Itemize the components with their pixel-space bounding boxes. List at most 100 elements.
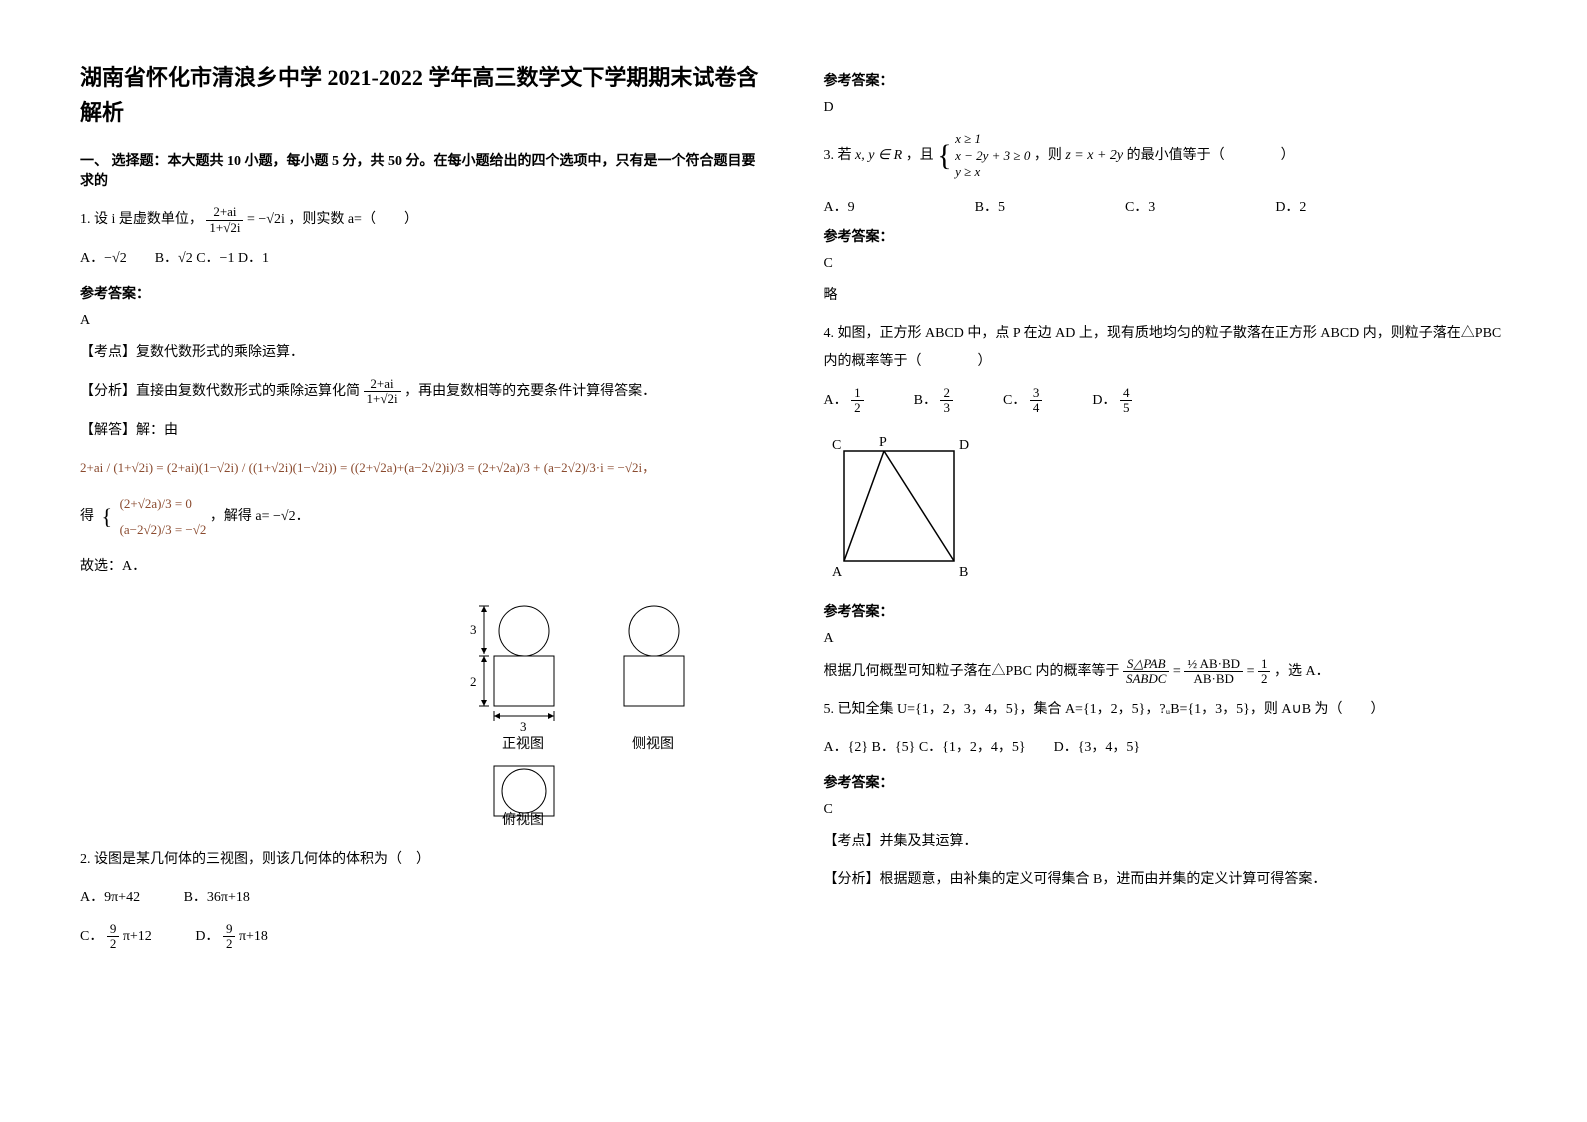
q5-options: A．{2} B．{5} C．{1，2，4，5} D．{3，4，5} [824, 734, 1508, 762]
label-C: C [832, 438, 841, 453]
q4-exp-pre: 根据几何概型可知粒子落在△PBC 内的概率等于 [824, 664, 1120, 679]
label-P: P [879, 435, 887, 450]
q1-options: A．−√2 B．√2 C．−1 D．1 [80, 245, 764, 273]
q1-analysis-frac: 2+ai 1+√2i [364, 377, 401, 407]
q3-D: D．2 [1275, 196, 1306, 216]
q4Bn: 2 [940, 386, 953, 401]
q2-ans-label: 参考答案： [824, 70, 1508, 90]
q2d-den: 2 [223, 937, 236, 951]
q2-optC-frac: 9 2 [107, 922, 120, 952]
q4-options: A． 12 B． 23 C． 34 D． 45 [824, 386, 1508, 416]
q3-tail: 的最小值等于（ ） [1127, 148, 1295, 163]
q4-optA: A． 12 [824, 386, 864, 416]
q5-point: 【考点】并集及其运算． [824, 828, 1508, 856]
q4-optC: C． 34 [1003, 386, 1042, 416]
q4-ans: A [824, 631, 1508, 647]
q4Cd: 4 [1030, 401, 1043, 415]
q5-analysis: 【分析】根据题意，由补集的定义可得集合 B，进而由并集的定义计算可得答案． [824, 866, 1508, 894]
label-D: D [959, 438, 969, 453]
svg-text:3: 3 [520, 719, 527, 734]
brace-icon: { [937, 126, 951, 186]
q4Dd: 5 [1120, 401, 1133, 415]
brace-icon: { [102, 495, 113, 539]
q4-D-pre: D． [1092, 393, 1116, 408]
q3-options: A．9 B．5 C．3 D．2 [824, 196, 1508, 216]
q4-r2d: AB·BD [1184, 672, 1243, 686]
q4-half: 1 2 [1258, 657, 1271, 687]
q1-sys-top: (2+√2a)/3 = 0 [120, 491, 207, 517]
q4-C-pre: C． [1003, 393, 1026, 408]
q2-optA: A．9π+42 [80, 890, 140, 905]
page-title: 湖南省怀化市清浪乡中学 2021-2022 学年高三数学文下学期期末试卷含解析 [80, 60, 764, 130]
q1-derivation: 2+ai / (1+√2i) = (2+ai)(1−√2i) / ((1+√2i… [80, 455, 764, 481]
three-view-figure: 3 2 3 正视图 侧视图 [80, 596, 764, 831]
q1-ans-label: 参考答案： [80, 283, 764, 303]
q1-get: 得 [80, 509, 94, 524]
q4-A-pre: A． [824, 393, 848, 408]
section-heading: 一、 选择题：本大题共 10 小题，每小题 5 分，共 50 分。在每小题给出的… [80, 150, 764, 190]
q4-stem: 4. 如图，正方形 ABCD 中，点 P 在边 AD 上，现有质地均匀的粒子散落… [824, 320, 1508, 376]
q2c-den: 2 [107, 937, 120, 951]
q3-cond: x, y ∈ R [855, 148, 902, 163]
q4-r2n: ½ AB·BD [1184, 657, 1243, 672]
q1-frac: 2+ai 1+√2i [206, 205, 243, 235]
label-A: A [832, 565, 843, 580]
q1-ans: A [80, 313, 764, 329]
side-view-label: 侧视图 [632, 736, 674, 752]
q1-pick: 故选：A． [80, 553, 764, 581]
q4-B-pre: B． [914, 393, 937, 408]
q2c-num: 9 [107, 922, 120, 937]
label-B: B [959, 565, 968, 580]
q4-C-frac: 34 [1030, 386, 1043, 416]
q4Cn: 3 [1030, 386, 1043, 401]
svg-text:2: 2 [470, 674, 477, 689]
q2-optD-frac: 9 2 [223, 922, 236, 952]
q4-hn: 1 [1258, 657, 1271, 672]
front-view-label: 正视图 [502, 736, 544, 752]
q3-ans: C [824, 256, 1508, 272]
q3-C: C．3 [1125, 196, 1155, 216]
q4-ratio2: ½ AB·BD AB·BD [1184, 657, 1243, 687]
svg-text:3: 3 [470, 622, 477, 637]
q4-optD: D． 45 [1092, 386, 1132, 416]
q4Ad: 2 [851, 401, 864, 415]
q1-analysis-pre: 【分析】直接由复数代数形式的乘除运算化简 [80, 384, 360, 399]
q3-and: ，且 [906, 148, 934, 163]
q1-frac-den: 1+√2i [206, 221, 243, 235]
q3-ans-label: 参考答案： [824, 226, 1508, 246]
q1-af-den: 1+√2i [364, 392, 401, 406]
q4Bd: 3 [940, 401, 953, 415]
q4-figure: C P D A B [824, 431, 1508, 586]
top-view-label: 俯视图 [502, 812, 544, 826]
q3-then: ，则 [1034, 148, 1062, 163]
q4-explain: 根据几何概型可知粒子落在△PBC 内的概率等于 S△PAB SABDC = ½ … [824, 657, 1508, 687]
q4-eq2: = [1247, 664, 1258, 679]
three-view-svg: 3 2 3 正视图 侧视图 [464, 596, 724, 826]
q3-stem: 3. 若 x, y ∈ R ，且 { x ≥ 1 x − 2y + 3 ≥ 0 … [824, 126, 1508, 186]
q4-hd: 2 [1258, 672, 1271, 686]
q4-ans-label: 参考答案： [824, 601, 1508, 621]
q2-opts-row2: C． 9 2 π+12 D． 9 2 π+18 [80, 922, 764, 952]
q4Dn: 4 [1120, 386, 1133, 401]
q2-ans: D [824, 100, 1508, 116]
q1-analysis-post: ，再由复数相等的充要条件计算得答案． [404, 384, 656, 399]
q4An: 1 [851, 386, 864, 401]
q3-pre: 3. 若 [824, 148, 852, 163]
q4-eq1: = [1173, 664, 1184, 679]
q1-solve-head: 【解答】解：由 [80, 417, 764, 445]
q1-solve-mid: ，解得 a= −√2． [210, 509, 310, 524]
square-diagram: C P D A B [824, 431, 984, 581]
q1-analysis: 【分析】直接由复数代数形式的乘除运算化简 2+ai 1+√2i ，再由复数相等的… [80, 377, 764, 407]
q1-rhs: = −√2i [247, 212, 285, 227]
q3-s3: y ≥ x [955, 164, 1030, 181]
q4-optB: B． 23 [914, 386, 953, 416]
q3-B: B．5 [975, 196, 1005, 216]
q4-B-frac: 23 [940, 386, 953, 416]
q4-A-frac: 12 [851, 386, 864, 416]
q2-optC-post: π+12 [123, 929, 152, 944]
q2-opts-row1: A．9π+42 B．36π+18 [80, 884, 764, 912]
q1-point: 【考点】复数代数形式的乘除运算． [80, 339, 764, 367]
q3-system: x ≥ 1 x − 2y + 3 ≥ 0 y ≥ x [955, 131, 1030, 182]
q5-stem: 5. 已知全集 U={1，2，3，4，5}，集合 A={1，2，5}，?ᵤB={… [824, 696, 1508, 724]
q1-brace-body: (2+√2a)/3 = 0 (a−2√2)/3 = −√2 [120, 491, 207, 543]
